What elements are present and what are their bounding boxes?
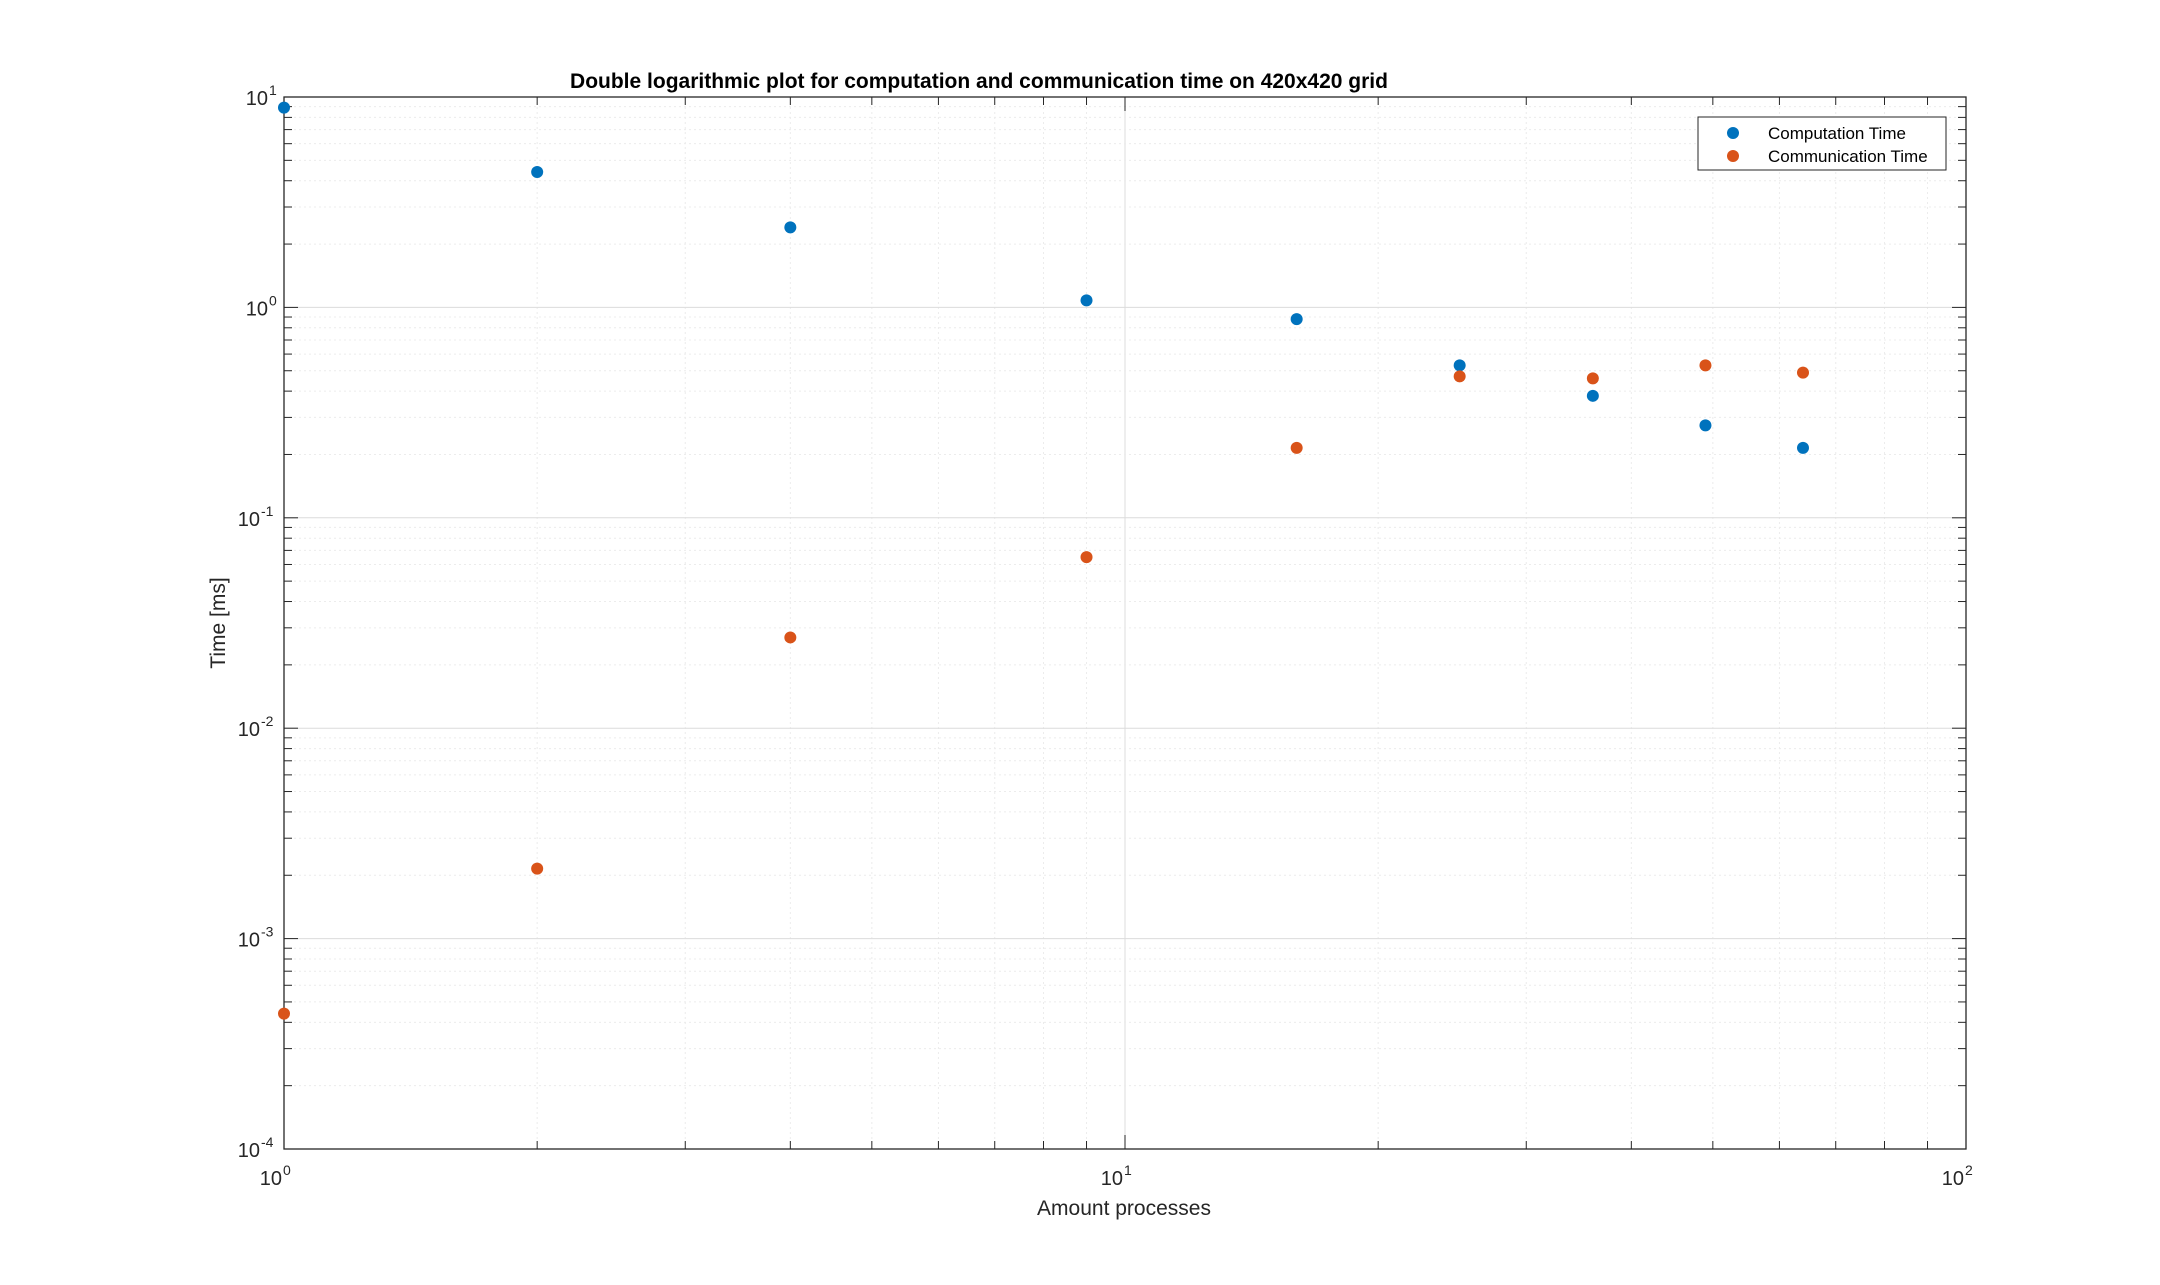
- series-0: [278, 101, 1809, 454]
- x-tick-label: 10 0: [260, 1162, 291, 1190]
- y-tick-label: 10 -2: [238, 713, 274, 741]
- data-point: [531, 166, 544, 179]
- legend-label: Computation Time: [1768, 124, 1906, 143]
- y-tick-label: 10 -4: [238, 1134, 274, 1162]
- data-point: [1796, 366, 1809, 379]
- data-point: [784, 221, 797, 234]
- y-tick-label: 10 0: [246, 292, 277, 320]
- legend-marker: [1727, 127, 1739, 139]
- data-point: [784, 631, 797, 644]
- data-point: [1290, 313, 1303, 326]
- x-tick-label-base: 10: [1942, 1168, 1964, 1190]
- x-tick-label-base: 10: [1101, 1168, 1123, 1190]
- data-points: [278, 101, 1809, 1020]
- data-point: [1290, 441, 1303, 454]
- y-tick-label: 10 -1: [238, 503, 274, 531]
- y-tick-label-base: 10: [238, 509, 260, 531]
- y-tick-label-base: 10: [238, 719, 260, 741]
- y-tick-label-base: 10: [238, 930, 260, 952]
- data-point: [1080, 294, 1093, 307]
- legend-label: Communication Time: [1768, 147, 1928, 166]
- y-tick-label-base: 10: [246, 298, 268, 320]
- axes-box: [283, 96, 1967, 1150]
- legend-item: Computation Time: [1727, 124, 1906, 143]
- y-tick-label-exponent: -3: [261, 924, 274, 940]
- legend-box: [1697, 116, 1947, 171]
- data-point: [1453, 370, 1466, 383]
- series-1: [278, 359, 1809, 1020]
- y-tick-label-base: 10: [238, 1140, 260, 1162]
- y-tick-label-exponent: -2: [261, 713, 274, 729]
- x-axis-label: Amount processes: [1037, 1197, 1211, 1220]
- legend-items: Computation Time Communication Time: [1727, 124, 1928, 166]
- x-tick-label: 10 1: [1101, 1162, 1132, 1190]
- x-tick-label-exponent: 0: [283, 1162, 291, 1178]
- x-axis-tick-labels: 10 0 10 1 10 2: [260, 1162, 1973, 1190]
- grid-lines: [284, 97, 1966, 1149]
- y-tick-label-exponent: 1: [269, 82, 277, 98]
- data-point: [1586, 389, 1599, 402]
- data-point: [278, 1007, 290, 1020]
- legend-marker: [1727, 150, 1739, 162]
- data-point: [1453, 359, 1466, 372]
- y-axis-label: Time [ms]: [207, 577, 230, 668]
- x-tick-label-base: 10: [260, 1168, 282, 1190]
- data-point: [1080, 551, 1093, 564]
- y-tick-label-exponent: 0: [269, 292, 277, 308]
- legend-item: Communication Time: [1727, 147, 1928, 166]
- x-tick-label: 10 2: [1942, 1162, 1973, 1190]
- y-tick-label-exponent: -1: [261, 503, 274, 519]
- plot-area: [278, 96, 1967, 1150]
- y-tick-label: 10 -3: [238, 924, 274, 952]
- y-tick-label-exponent: -4: [261, 1134, 274, 1150]
- data-point: [531, 862, 544, 875]
- data-point: [278, 101, 290, 114]
- data-point: [1586, 372, 1599, 385]
- y-tick-label-base: 10: [246, 88, 268, 110]
- chart-title: Double logarithmic plot for computation …: [570, 70, 1388, 93]
- legend: Computation Time Communication Time: [1697, 116, 1947, 171]
- x-tick-label-exponent: 2: [1965, 1162, 1973, 1178]
- data-point: [1699, 419, 1712, 432]
- data-point: [1796, 441, 1809, 454]
- y-tick-label: 10 1: [246, 82, 277, 110]
- data-point: [1699, 359, 1712, 372]
- x-tick-label-exponent: 1: [1124, 1162, 1132, 1178]
